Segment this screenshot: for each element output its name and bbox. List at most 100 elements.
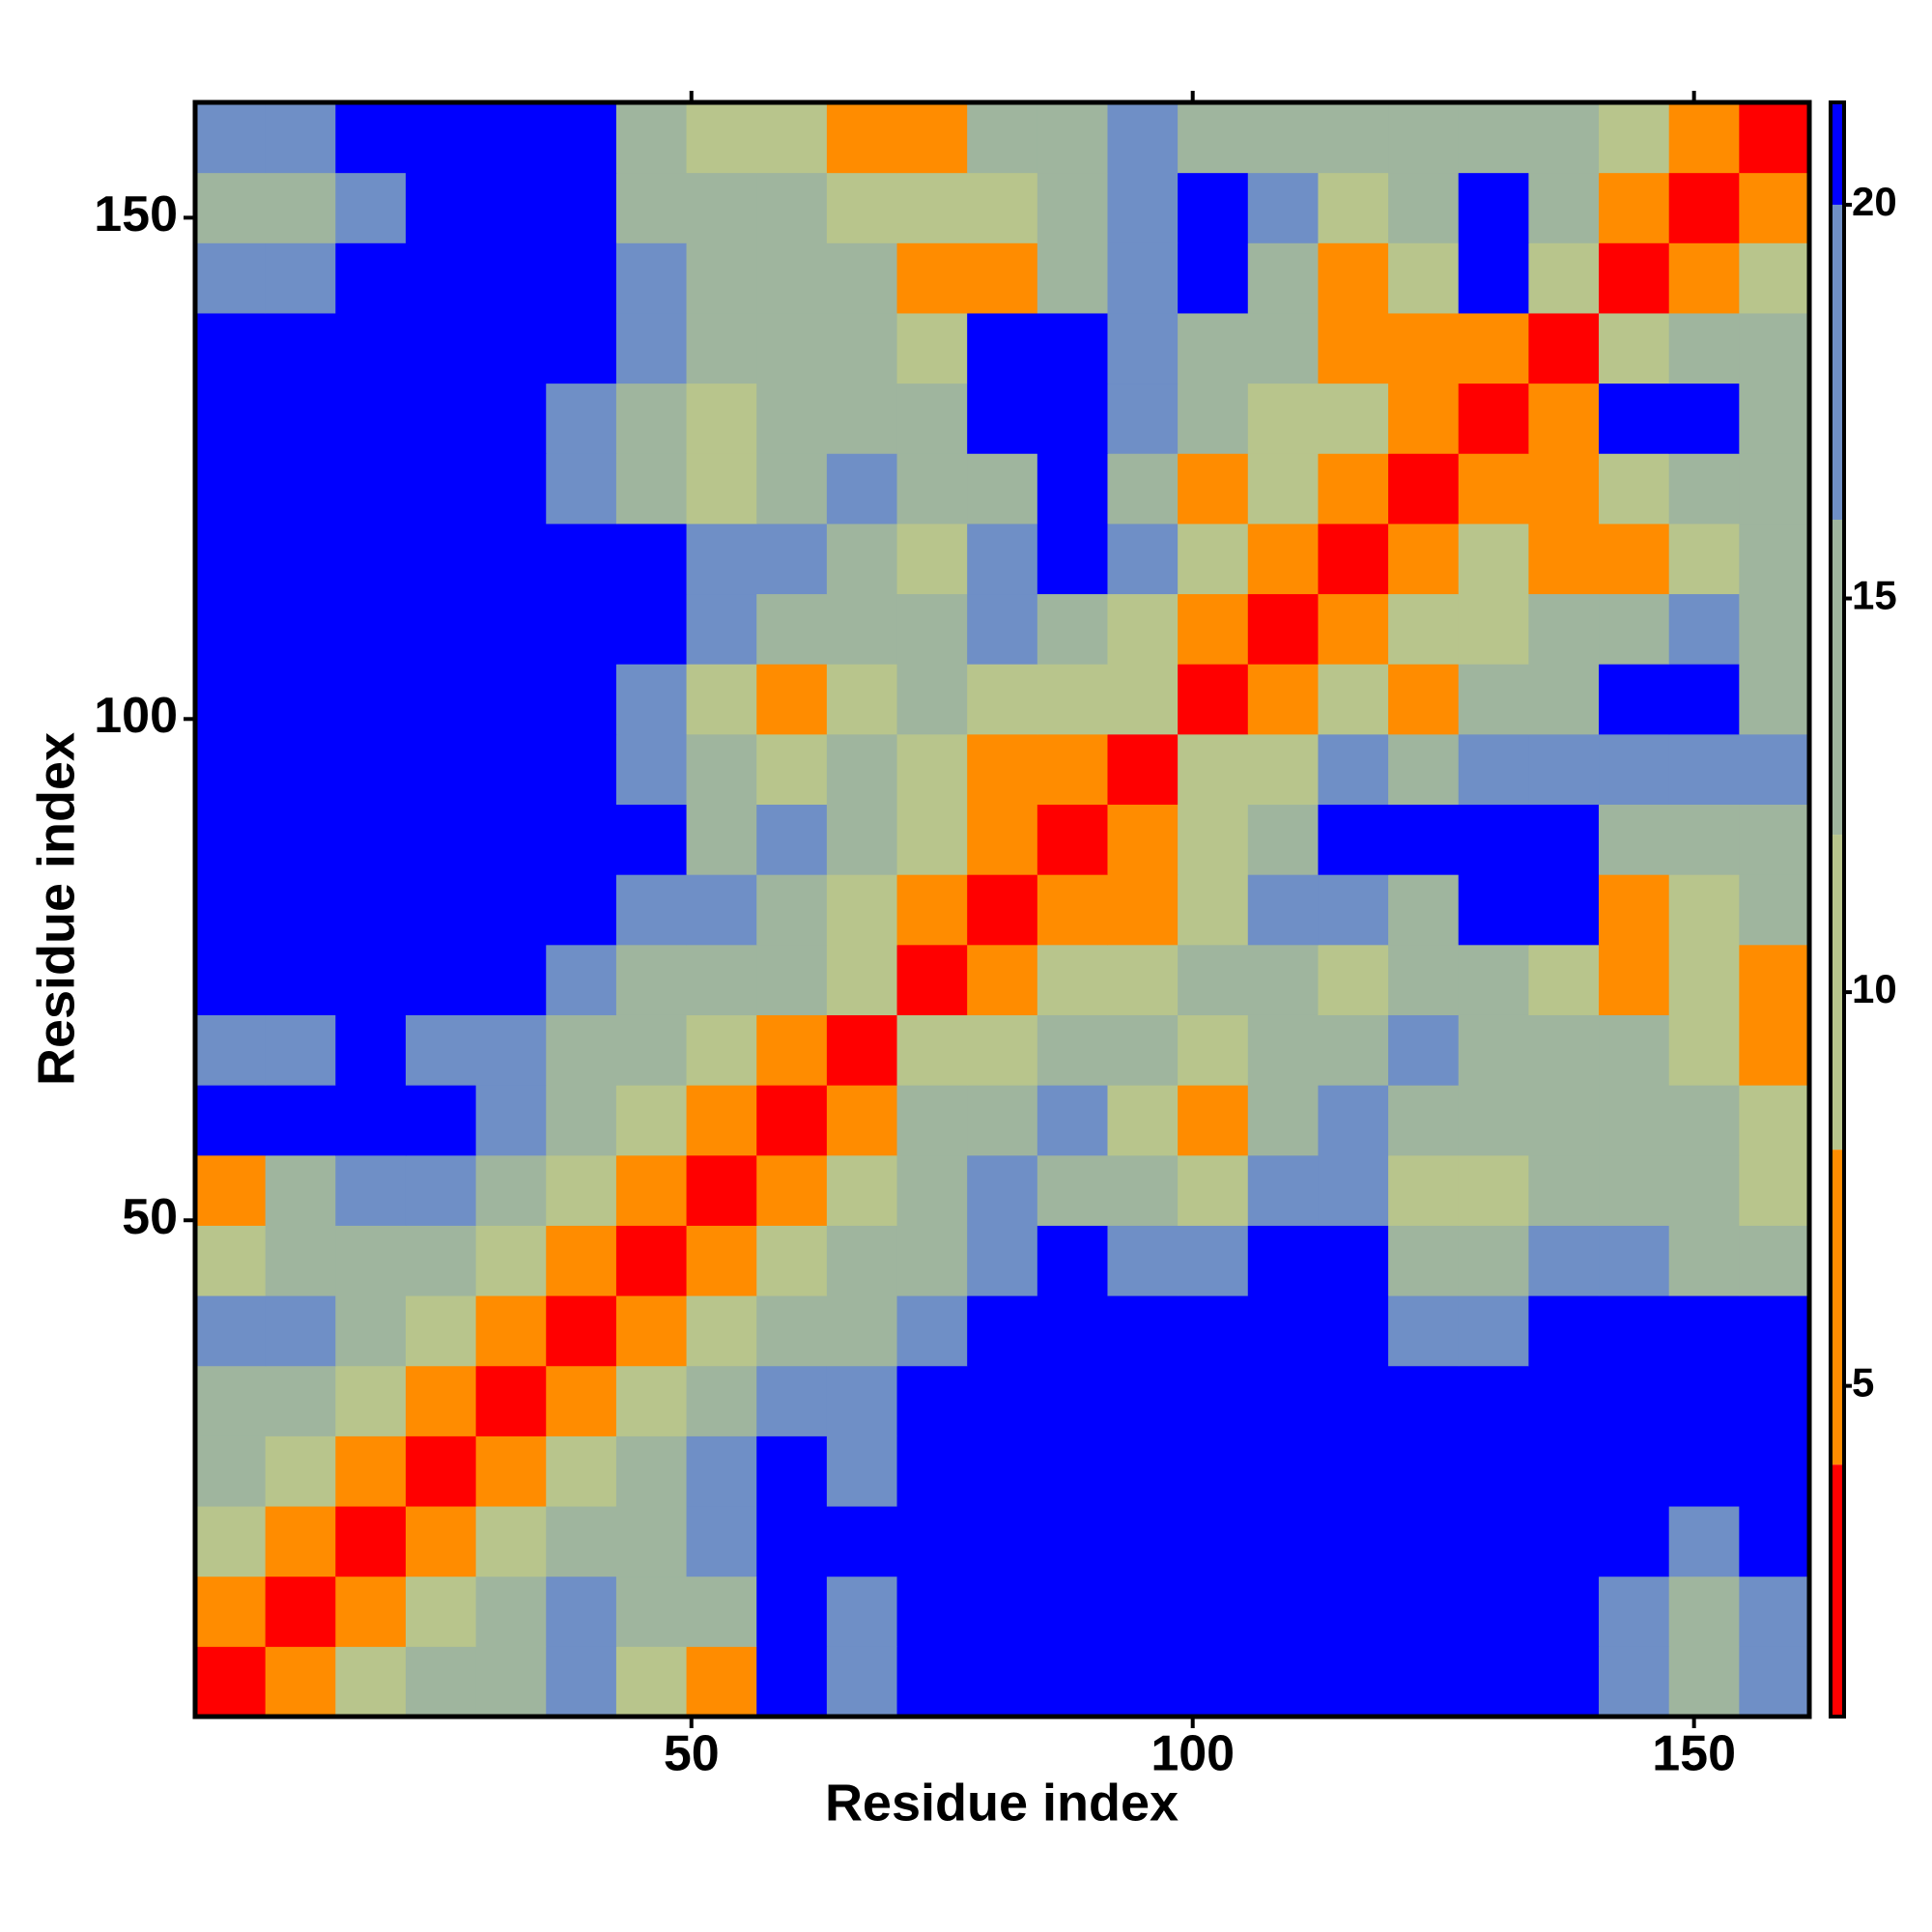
heatmap-cell [1388,1576,1460,1647]
heatmap-cell [896,1225,968,1296]
heatmap-cell [1247,1225,1319,1296]
heatmap-cell [756,242,828,314]
heatmap-cell [615,1646,688,1718]
heatmap-cell [1178,1435,1249,1507]
heatmap-cell [335,1014,407,1086]
heatmap-cell [1318,874,1389,946]
x-tick-label: 100 [1151,1726,1235,1782]
heatmap-cell [756,172,828,243]
heatmap-cell [1599,1085,1670,1156]
heatmap-cell [686,312,757,384]
heatmap-cell [1247,1085,1319,1156]
heatmap-cell [1599,1295,1670,1367]
heatmap-cell [967,593,1038,665]
heatmap-cell [195,804,267,875]
heatmap-cell [1739,1295,1810,1367]
heatmap-cell [1318,242,1389,314]
heatmap-cell [405,1085,477,1156]
heatmap-cells [195,102,1810,1718]
heatmap-cell [265,1435,336,1507]
heatmap-cell [1107,102,1179,174]
heatmap-cell [265,944,336,1015]
heatmap-cell [335,383,407,454]
heatmap-cell [615,102,688,174]
heatmap-cell [967,102,1038,174]
heatmap-cell [405,312,477,384]
x-axis-title: Residue index [825,1774,1179,1832]
heatmap-cell [1528,1295,1600,1367]
heatmap-cell [475,944,547,1015]
heatmap-cell [475,664,547,735]
heatmap-cell [1528,523,1600,595]
heatmap-cell [475,1435,547,1507]
heatmap-cell [1178,453,1249,525]
heatmap-cell [686,1295,757,1367]
x-tick-label: 50 [664,1726,720,1782]
heatmap-cell [1107,383,1179,454]
heatmap-cell [1178,1154,1249,1226]
heatmap-cell [1528,1365,1600,1436]
heatmap-cell [1458,664,1529,735]
heatmap-cell [1178,1085,1249,1156]
heatmap-cell [475,1154,547,1226]
heatmap-cell [546,383,617,454]
heatmap-cell [265,874,336,946]
heatmap-cell [546,1154,617,1226]
heatmap-cell [1388,1295,1460,1367]
heatmap-cell [195,1365,267,1436]
heatmap-cell [896,1646,968,1718]
heatmap-cell [475,102,547,174]
heatmap-cell [826,102,898,174]
heatmap-cell [1388,1085,1460,1156]
heatmap-cell [1178,1225,1249,1296]
heatmap-cell [615,944,688,1015]
heatmap-cell [265,1154,336,1226]
heatmap-cell [405,1154,477,1226]
heatmap-cell [756,1225,828,1296]
heatmap-cell [475,172,547,243]
heatmap-cell [896,593,968,665]
heatmap-cell [405,593,477,665]
heatmap-cell [756,1154,828,1226]
heatmap-cell [195,1576,267,1647]
heatmap-cell [546,804,617,875]
heatmap-cell [826,1435,898,1507]
heatmap-cell [1107,1085,1179,1156]
heatmap-cell [1388,172,1460,243]
heatmap-cell [546,1014,617,1086]
heatmap-cell [195,593,267,665]
heatmap-cell [615,804,688,875]
heatmap-cell [1668,172,1740,243]
heatmap-cell [335,1576,407,1647]
heatmap-cell [896,733,968,806]
heatmap-cell [615,172,688,243]
heatmap-cell [1178,1014,1249,1086]
heatmap-cell [686,593,757,665]
heatmap-cell [1668,383,1740,454]
heatmap-cell [1037,664,1108,735]
heatmap-cell [1458,453,1529,525]
heatmap-cell [1458,383,1529,454]
heatmap-cell [896,874,968,946]
heatmap-cell [1739,172,1810,243]
heatmap-cell [335,874,407,946]
heatmap-cell [1178,1365,1249,1436]
heatmap-cell [1668,102,1740,174]
heatmap-cell [1458,242,1529,314]
heatmap-cell [1388,1014,1460,1086]
heatmap-cell [1107,1365,1179,1436]
heatmap-cell [1037,453,1108,525]
heatmap-cell [1528,1435,1600,1507]
heatmap-cell [615,383,688,454]
heatmap-cell [1528,944,1600,1015]
colorbar-tick-label: 15 [1852,573,1897,618]
heatmap-cell [686,242,757,314]
heatmap-cell [686,1085,757,1156]
heatmap-cell [615,1014,688,1086]
heatmap-cell [475,733,547,806]
heatmap-cell [1388,242,1460,314]
heatmap-cell [756,1646,828,1718]
heatmap-cell [195,664,267,735]
heatmap-cell [967,1014,1038,1086]
heatmap-cell [1668,664,1740,735]
